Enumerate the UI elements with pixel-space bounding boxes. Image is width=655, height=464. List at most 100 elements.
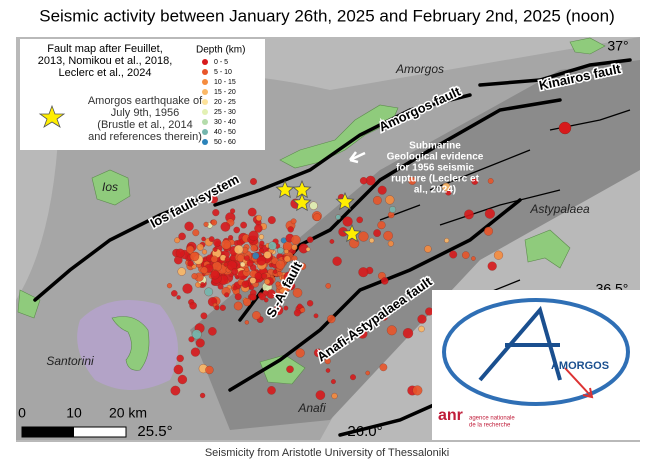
epicentre — [377, 185, 387, 195]
epicentre — [272, 269, 278, 274]
epicentre — [293, 309, 301, 317]
epicentre — [342, 216, 353, 227]
epicentre — [264, 278, 271, 285]
epicentre — [289, 285, 294, 290]
epicentre — [315, 390, 326, 400]
epicentre — [174, 237, 181, 244]
annotation-line: al., 2024) — [414, 185, 456, 196]
epicentre — [261, 272, 268, 280]
legend-label: 50 - 60 — [214, 139, 236, 146]
epicentre — [240, 261, 246, 268]
epicentre — [290, 218, 297, 225]
epicentre — [402, 328, 414, 339]
epicentre — [263, 251, 272, 259]
epicentre — [231, 268, 239, 276]
star — [342, 223, 362, 243]
epicentre — [325, 368, 331, 373]
epicentre — [199, 392, 206, 399]
island — [17, 289, 41, 319]
epicentre — [325, 283, 331, 289]
epicentre — [243, 255, 250, 261]
epicentre — [210, 270, 220, 280]
logo-ring — [442, 298, 630, 406]
epicentre — [283, 249, 289, 254]
epicentre — [243, 298, 252, 307]
epicentre — [387, 240, 394, 247]
minor-fault — [379, 109, 631, 301]
island — [259, 354, 306, 385]
epicentre — [195, 338, 205, 348]
epicentre — [200, 312, 208, 320]
island — [111, 316, 150, 371]
legend-swatch — [202, 109, 208, 115]
epicentre — [424, 245, 432, 253]
epicentre — [358, 267, 369, 278]
epicentre — [259, 240, 265, 246]
epicentre — [267, 386, 276, 395]
epicentre — [256, 256, 267, 266]
epicentre — [380, 313, 388, 321]
epicentre — [332, 256, 342, 266]
epicentre — [417, 314, 427, 324]
epicentre — [250, 244, 258, 252]
epicentre — [246, 259, 254, 267]
epicentre — [487, 178, 494, 184]
epicentre — [233, 301, 243, 311]
epicentre — [208, 236, 215, 242]
epicentre — [377, 221, 386, 230]
epicentre — [187, 260, 194, 267]
island — [569, 37, 606, 55]
epicentre — [484, 226, 493, 236]
star — [292, 192, 312, 212]
legend-label: 20 - 25 — [214, 99, 236, 106]
star — [275, 179, 295, 199]
epicentre — [209, 195, 218, 204]
epicentre — [327, 314, 336, 324]
epicentre — [189, 251, 200, 262]
epicentre — [200, 282, 205, 287]
epicentre — [275, 259, 286, 270]
epicentre — [258, 247, 264, 253]
legend-title: Depth (km) — [196, 45, 245, 56]
epicentre — [330, 379, 336, 385]
epicentre — [191, 273, 198, 280]
scale-bar — [22, 427, 74, 437]
epicentre — [484, 208, 495, 219]
epicentre — [365, 175, 376, 186]
epicentre — [356, 216, 363, 224]
epicentre — [203, 221, 209, 227]
coordinate-label: 26.0° — [347, 423, 382, 440]
epicentre — [295, 348, 305, 358]
legend-label: 25 - 30 — [214, 109, 236, 116]
fault-line — [478, 58, 632, 87]
epicentre — [412, 385, 423, 396]
logo-arrow — [564, 367, 594, 399]
scale-label: 20 km — [109, 405, 147, 421]
epicentre — [464, 209, 474, 220]
epicentre — [247, 207, 257, 217]
epicentre — [248, 230, 259, 241]
epicentre — [331, 392, 338, 400]
epicentre — [297, 303, 303, 309]
epicentre — [221, 239, 232, 250]
epicentre — [252, 311, 261, 320]
coordinate-label: 25.5° — [137, 423, 172, 440]
epicentre — [171, 290, 178, 297]
epicentre — [200, 266, 208, 274]
caldera-zone — [77, 300, 178, 390]
scale-label: 10 — [66, 405, 82, 421]
epicentre — [329, 239, 335, 244]
epicentre — [369, 237, 375, 244]
epicentre — [386, 325, 397, 336]
legend-swatch — [202, 69, 208, 75]
epicentre — [258, 293, 266, 301]
epicentre — [190, 347, 200, 357]
epicentre — [359, 177, 368, 185]
epicentre — [449, 250, 458, 259]
epicentre — [224, 292, 230, 298]
epicentre — [175, 248, 185, 258]
legend-label: 5 - 10 — [214, 69, 232, 76]
place-label: Santorini — [46, 354, 94, 368]
